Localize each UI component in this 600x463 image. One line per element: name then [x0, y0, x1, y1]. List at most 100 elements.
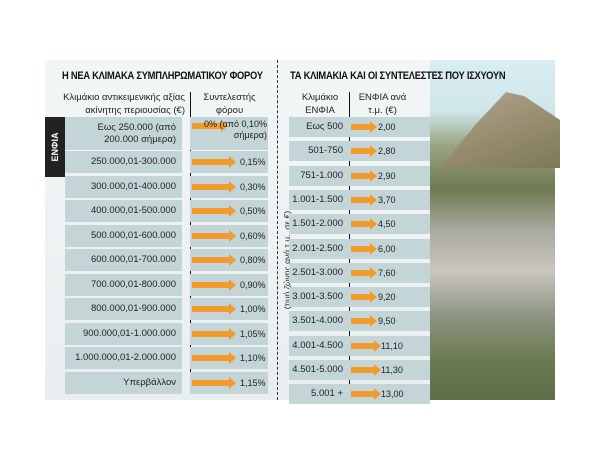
row-bg: [349, 360, 430, 380]
range-label: Εως 250.000 (από 200.000 σήμερα): [97, 121, 176, 145]
range-label: 1.501-2.000: [292, 218, 343, 230]
value-label: 6,00: [378, 243, 396, 254]
arrow-icon: [192, 156, 236, 168]
table-row: Εως 500: [289, 117, 349, 137]
arrow-icon: [192, 303, 236, 315]
value-label: 9,20: [378, 292, 396, 303]
value-label: 11,10: [381, 340, 403, 351]
row-bg: [349, 287, 430, 308]
rate-value: 0% (από 0,10% σήμερα): [204, 119, 267, 140]
rate-value: 1,10%: [240, 353, 266, 363]
value-label: 2,00: [378, 122, 396, 132]
value-label: 11,30: [381, 365, 403, 375]
rate-value: 0,15%: [240, 157, 266, 167]
rate-value: 0,60%: [240, 230, 266, 241]
rate-value: 1,05%: [240, 328, 266, 339]
range-label: 1.000.000,01-2.000.000: [75, 352, 176, 363]
table-row: 2.501-3.000: [289, 262, 349, 283]
table-row: Εως 250.000 (από 200.000 σήμερα): [65, 117, 182, 150]
table-row: 501-750: [289, 141, 349, 162]
range-label: 600.000,01-700.000: [90, 254, 176, 265]
arrow-icon: [351, 315, 377, 328]
range-label: 800.000,01-900.000: [90, 303, 176, 314]
row-bg: [349, 141, 430, 162]
panel-divider: [277, 60, 278, 400]
table-row: 600.000,01-700.000: [65, 249, 182, 271]
arrow-icon: [351, 266, 377, 279]
right-title: ΤΑ ΚΛΙΜΑΚΙΑ ΚΑΙ ΟΙ ΣΥΝΤΕΛΕΣΤΕΣ ΠΟΥ ΙΣΧΥΟ…: [290, 70, 506, 82]
arrow-icon: [192, 254, 236, 266]
arrow-icon: [351, 145, 377, 158]
rate-value: 0,90%: [240, 279, 266, 290]
table-row: Υπερβάλλον: [65, 371, 182, 394]
arrow-icon: [351, 169, 377, 182]
arrow-icon: [192, 229, 236, 242]
rate-value: 1,00%: [240, 304, 266, 314]
left-col1-header: Κλιμάκιο αντικειμενικής αξίας ακίνητης π…: [63, 92, 185, 116]
arrow-icon: [192, 352, 236, 364]
arrow-icon: [192, 327, 236, 340]
value-label: 2,90: [378, 170, 396, 181]
row-bg: [349, 214, 430, 235]
arrow-icon: [351, 339, 381, 352]
right-col2-header: ΕΝΦΙΑ ανά τ.μ. (€): [358, 92, 407, 116]
range-label: 250.000,01-300.000: [90, 156, 176, 167]
table-row: 250.000,01-300.000: [65, 151, 182, 173]
table-row: 751-1.000: [289, 165, 349, 186]
arrow-icon: [192, 180, 236, 193]
value-label: 2,80: [378, 146, 396, 157]
range-label: 3.001-3.500: [292, 291, 343, 303]
rate-value: 1,15%: [240, 377, 266, 388]
range-label: 4.001-4.500: [292, 339, 343, 351]
row-bg: [190, 117, 268, 150]
range-label: 700.000,01-800.000: [90, 278, 176, 290]
value-label: 9,50: [378, 316, 396, 327]
range-label: 900.000,01-1.000.000: [83, 327, 176, 339]
range-label: 2.501-3.000: [292, 266, 343, 278]
range-label: 4.501-5.000: [292, 364, 343, 375]
range-label: Υπερβάλλον: [123, 376, 176, 388]
row-bg: [349, 384, 430, 405]
value-label: 4,50: [378, 219, 396, 230]
arrow-icon: [192, 205, 236, 217]
enfia-side-label: ΕΝΦΙΑ: [45, 117, 65, 177]
arrow-icon: [351, 121, 377, 133]
row-bg: [349, 335, 430, 356]
arrow-icon: [351, 291, 377, 304]
range-label: 1.001-1.500: [292, 193, 343, 205]
range-label: 5.001 +: [311, 388, 343, 400]
arrow-icon: [351, 242, 377, 255]
value-label: 3,70: [378, 194, 396, 205]
table-row: 1.000.000,01-2.000.000: [65, 347, 182, 369]
range-label: 300.000,01-400.000: [90, 180, 176, 192]
left-title: Η ΝΕΑ ΚΛΙΜΑΚΑ ΣΥΜΠΛΗΡΩΜΑΤΙΚΟΥ ΦΟΡΟΥ: [62, 70, 263, 82]
arrow-icon: [351, 364, 381, 376]
right-col1-header: Κλιμάκιο ΕΝΦΙΑ: [301, 92, 339, 116]
rate-value: 0,30%: [240, 181, 266, 192]
table-row: 5.001 +: [289, 384, 349, 405]
table-row: 700.000,01-800.000: [65, 273, 182, 296]
arrow-icon: [192, 120, 228, 132]
table-row: 1.501-2.000: [289, 214, 349, 235]
row-bg: [349, 238, 430, 259]
table-row: 3.501-4.000: [289, 311, 349, 332]
range-label: 751-1.000: [300, 169, 343, 181]
value-label: 13,00: [381, 389, 404, 400]
rate-value: 0,80%: [240, 255, 266, 265]
left-col2-header: Συντελεστής φόρου: [203, 92, 256, 116]
row-bg: [349, 311, 430, 332]
range-label: Εως 500: [306, 121, 343, 132]
table-row: 4.501-5.000: [289, 360, 349, 380]
rate-value: 0,50%: [240, 206, 266, 216]
arrow-icon: [351, 218, 377, 231]
range-label: 400.000,01-500.000: [90, 205, 176, 216]
table-row: 2.001-2.500: [289, 238, 349, 259]
range-label: 3.501-4.000: [292, 315, 343, 327]
table-row: 3.001-3.500: [289, 287, 349, 308]
range-label: 2.001-2.500: [292, 242, 343, 254]
row-bg: [349, 262, 430, 283]
table-row: 300.000,01-400.000: [65, 175, 182, 198]
range-label: 501-750: [308, 145, 343, 157]
table-row: 400.000,01-500.000: [65, 200, 182, 222]
range-label: 500.000,01-600.000: [90, 229, 176, 241]
